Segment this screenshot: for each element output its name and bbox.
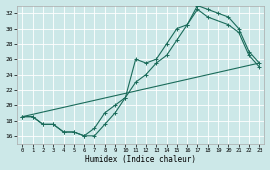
X-axis label: Humidex (Indice chaleur): Humidex (Indice chaleur): [85, 155, 196, 164]
